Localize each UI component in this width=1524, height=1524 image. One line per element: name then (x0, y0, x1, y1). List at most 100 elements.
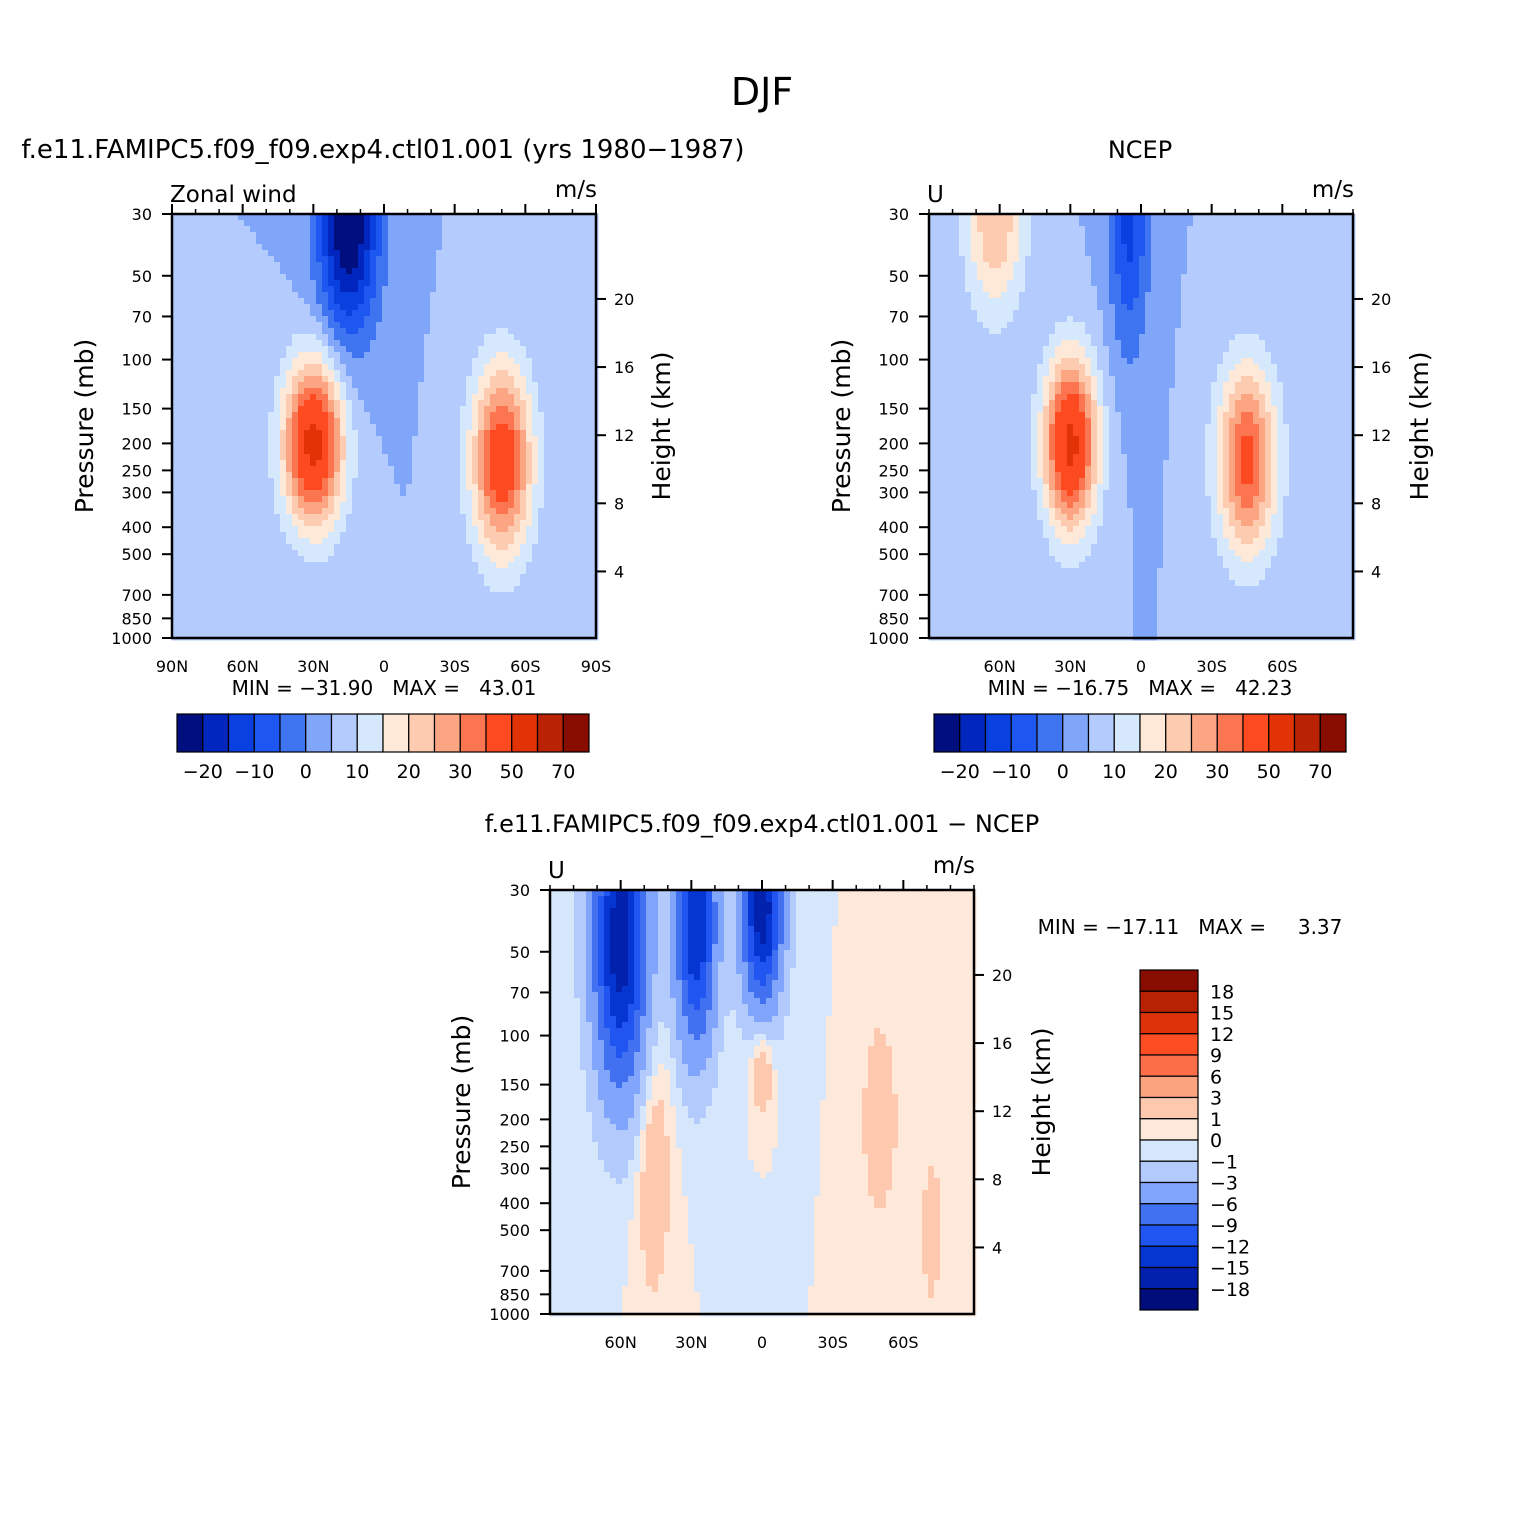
field-cell (502, 478, 509, 485)
field-cell (538, 544, 545, 551)
field-cell (202, 244, 209, 251)
field-cell (508, 472, 515, 479)
field-cell (460, 466, 467, 473)
field-cell (508, 586, 515, 593)
field-cell (190, 514, 197, 521)
field-cell (532, 400, 539, 407)
field-cell (328, 580, 335, 587)
field-cell (586, 514, 593, 521)
field-cell (190, 298, 197, 305)
field-cell (250, 412, 257, 419)
field-cell (274, 400, 281, 407)
field-cell (472, 628, 479, 635)
field-cell (484, 628, 491, 635)
field-cell (382, 310, 389, 317)
field-cell (550, 472, 557, 479)
field-cell (172, 478, 179, 485)
field-cell (280, 232, 287, 239)
field-cell (196, 544, 203, 551)
field-cell (376, 466, 383, 473)
field-cell (214, 490, 221, 497)
field-cell (484, 310, 491, 317)
field-cell (466, 514, 473, 521)
field-cell (454, 334, 461, 341)
field-cell (238, 418, 245, 425)
field-cell (316, 292, 323, 299)
field-cell (454, 226, 461, 233)
field-cell (178, 622, 185, 629)
field-cell (412, 262, 419, 269)
field-cell (298, 556, 305, 563)
field-cell (196, 532, 203, 539)
field-cell (334, 322, 341, 329)
field-cell (286, 502, 293, 509)
field-cell (376, 364, 383, 371)
field-cell (178, 298, 185, 305)
field-cell (454, 328, 461, 335)
field-cell (406, 232, 413, 239)
field-cell (376, 262, 383, 269)
field-cell (178, 484, 185, 491)
field-cell (340, 526, 347, 533)
field-cell (328, 352, 335, 359)
field-cell (226, 226, 233, 233)
field-cell (238, 256, 245, 263)
field-cell (190, 352, 197, 359)
field-cell (292, 370, 299, 377)
field-cell (352, 436, 359, 443)
field-cell (232, 256, 239, 263)
field-cell (316, 550, 323, 557)
field-cell (568, 394, 575, 401)
field-cell (184, 502, 191, 509)
field-cell (352, 616, 359, 623)
field-cell (364, 568, 371, 575)
field-cell (490, 226, 497, 233)
field-cell (298, 298, 305, 305)
field-cell (586, 526, 593, 533)
field-cell (454, 538, 461, 545)
field-cell (526, 496, 533, 503)
field-cell (574, 334, 581, 341)
field-cell (472, 358, 479, 365)
field-cell (340, 232, 347, 239)
field-cell (238, 574, 245, 581)
field-cell (478, 370, 485, 377)
field-cell (586, 598, 593, 605)
field-cell (334, 262, 341, 269)
field-cell (490, 508, 497, 515)
field-cell (514, 418, 521, 425)
field-cell (358, 292, 365, 299)
field-cell (394, 232, 401, 239)
field-cell (484, 394, 491, 401)
field-cell (490, 286, 497, 293)
field-cell (370, 604, 377, 611)
field-cell (550, 610, 557, 617)
field-cell (208, 592, 215, 599)
field-cell (460, 388, 467, 395)
field-cell (538, 430, 545, 437)
field-cell (202, 310, 209, 317)
field-cell (430, 244, 437, 251)
field-cell (430, 274, 437, 281)
field-cell (586, 220, 593, 227)
field-cell (214, 496, 221, 503)
field-cell (268, 610, 275, 617)
field-cell (280, 238, 287, 245)
field-cell (184, 280, 191, 287)
field-cell (328, 346, 335, 353)
field-cell (562, 616, 569, 623)
field-cell (514, 544, 521, 551)
field-cell (526, 292, 533, 299)
field-cell (250, 544, 257, 551)
field-cell (526, 280, 533, 287)
field-cell (382, 370, 389, 377)
field-cell (574, 544, 581, 551)
field-cell (514, 262, 521, 269)
field-cell (532, 430, 539, 437)
field-cell (478, 484, 485, 491)
field-cell (580, 496, 587, 503)
field-cell (238, 610, 245, 617)
field-cell (334, 568, 341, 575)
field-cell (250, 484, 257, 491)
field-cell (502, 352, 509, 359)
